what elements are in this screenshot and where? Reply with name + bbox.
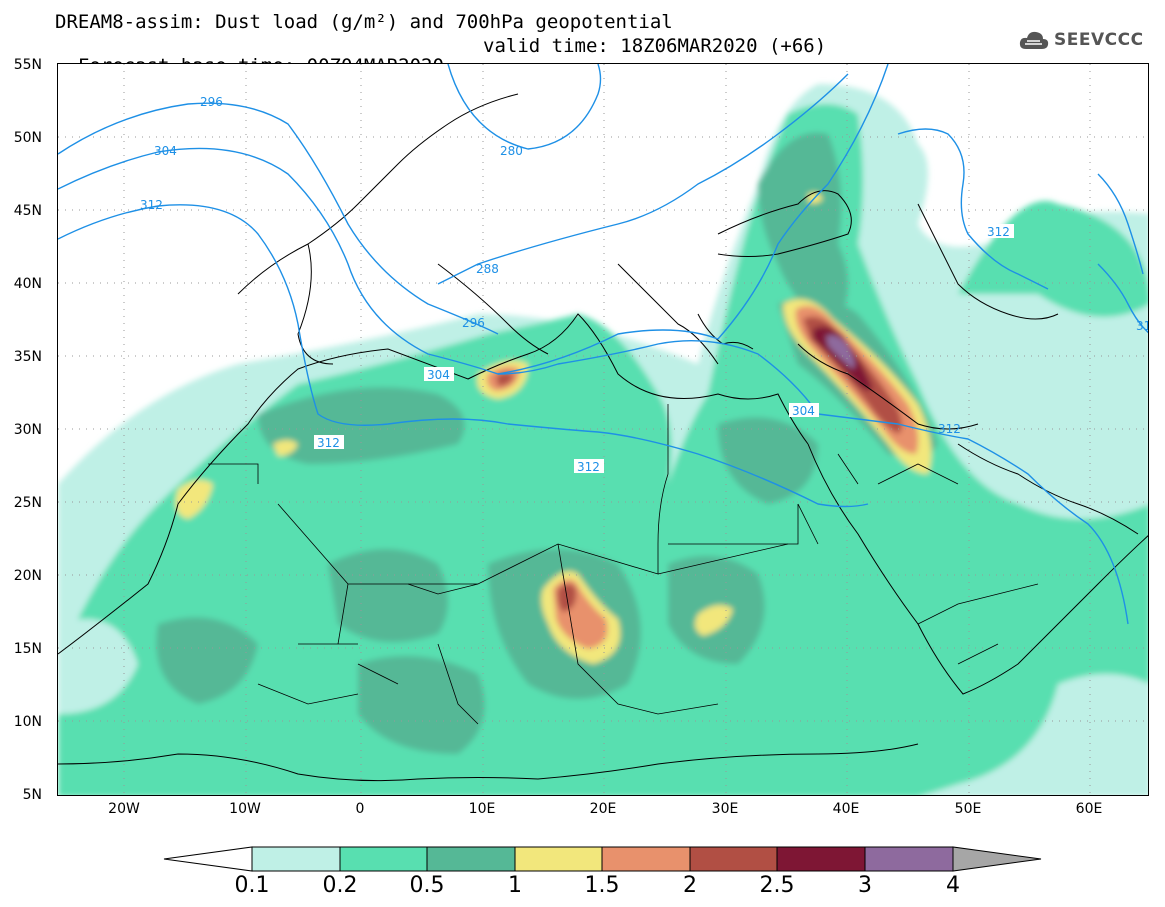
contour-label: 296 [462, 316, 485, 330]
colorbar-bin [339, 846, 428, 872]
lon-label: 50E [954, 801, 982, 817]
lat-label: 5N [22, 787, 42, 803]
logo-text: SEEVCCC [1054, 30, 1144, 50]
dust-load-map: 296 304 312 280 288 296 304 312 312 304 … [57, 63, 1149, 796]
colorbar-high-arrow [952, 846, 1042, 872]
contour-label: 296 [200, 95, 223, 109]
lat-label: 10N [13, 714, 42, 730]
lon-label: 0 [355, 801, 365, 817]
lat-label: 20N [13, 568, 42, 584]
country-borders [208, 404, 1039, 725]
contour-label: 312 [317, 436, 340, 450]
lon-label: 40E [832, 801, 860, 817]
colorbar-bin [251, 846, 341, 872]
colorbar-bin [776, 846, 866, 872]
colorbar-bin [864, 846, 954, 872]
contour-label: 312 [987, 225, 1010, 239]
lat-label: 50N [13, 130, 42, 146]
lat-label: 45N [13, 203, 42, 219]
valid-time: valid time: 18Z06MAR2020 (+66) [483, 35, 827, 57]
cloud-icon [1019, 31, 1049, 49]
colorbar-label: 1 [508, 873, 522, 898]
lon-label: 60E [1075, 801, 1103, 817]
lat-label: 55N [13, 57, 42, 73]
contour-label: 304 [427, 368, 450, 382]
contour-label: 312 [140, 198, 163, 212]
dust-field [58, 84, 1148, 795]
lon-label: 10E [468, 801, 496, 817]
lon-label: 30E [711, 801, 739, 817]
colorbar [163, 846, 1042, 872]
colorbar-label: 4 [946, 873, 960, 898]
contour-label: 280 [500, 144, 523, 158]
contour-label: 288 [476, 262, 499, 276]
lon-label: 20W [108, 801, 140, 817]
lat-label: 35N [13, 349, 42, 365]
colorbar-label: 0.1 [234, 873, 270, 898]
lon-label: 10W [229, 801, 261, 817]
colorbar-label: 0.5 [409, 873, 445, 898]
colorbar-label: 2.5 [759, 873, 795, 898]
map-canvas: 296 304 312 280 288 296 304 312 312 304 … [58, 64, 1149, 795]
colorbar-label: 1.5 [584, 873, 620, 898]
colorbar-label: 2 [683, 873, 697, 898]
lat-label: 30N [13, 422, 42, 438]
colorbar-bin [689, 846, 778, 872]
contour-label: 304 [154, 144, 177, 158]
lat-label: 15N [13, 641, 42, 657]
colorbar-bin [601, 846, 691, 872]
contour-label: 304 [792, 404, 815, 418]
map-title: DREAM8-assim: Dust load (g/m²) and 700hP… [55, 11, 673, 33]
lon-label: 20E [589, 801, 617, 817]
colorbar-label: 3 [858, 873, 872, 898]
colorbar-bin [426, 846, 516, 872]
colorbar-low-arrow [163, 846, 253, 872]
contour-label: 312 [938, 422, 961, 436]
colorbar-label: 0.2 [322, 873, 358, 898]
contour-label: 312 [1136, 319, 1149, 333]
contour-label: 312 [577, 460, 600, 474]
seevccc-logo: SEEVCCC [1018, 28, 1144, 52]
geopotential-contours [58, 64, 1148, 625]
colorbar-bin [514, 846, 603, 872]
contour-labels: 296 304 312 280 288 296 304 312 312 304 … [140, 95, 1149, 474]
lat-label: 25N [13, 495, 42, 511]
lat-label: 40N [13, 276, 42, 292]
